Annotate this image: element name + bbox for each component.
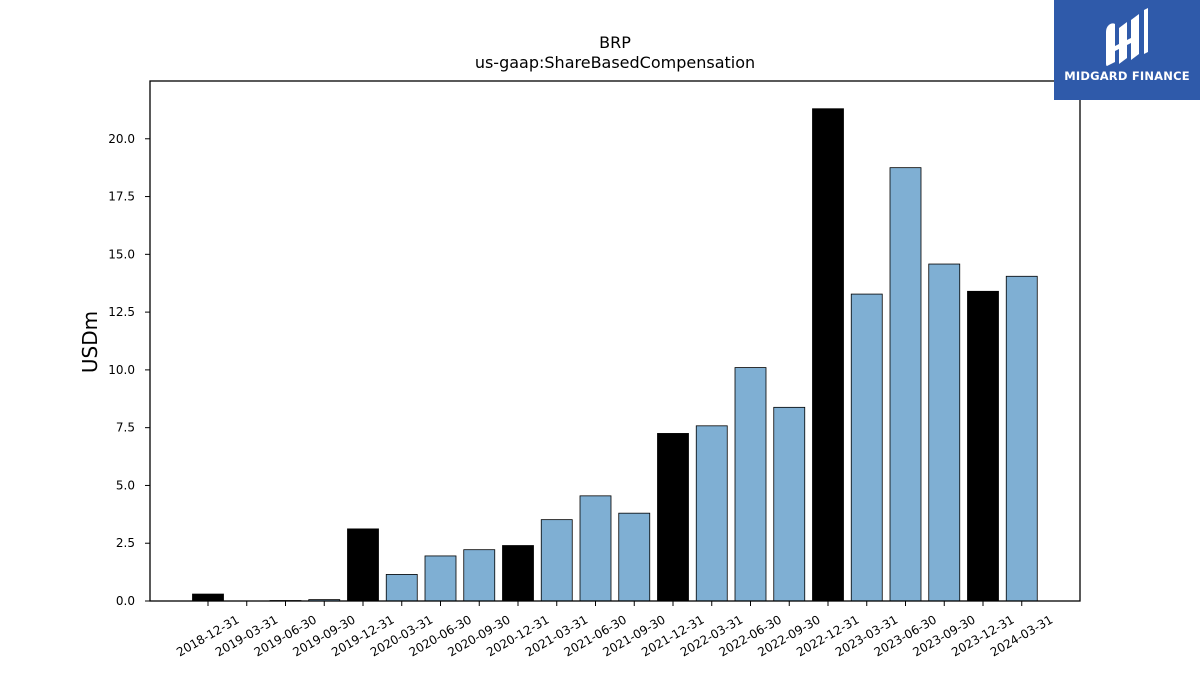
bar-2023-03-31 xyxy=(850,293,883,602)
plot-frame xyxy=(149,80,1081,602)
bar-2024-03-31 xyxy=(1005,275,1038,602)
bar-2021-03-31 xyxy=(540,519,573,602)
bar-2021-09-30 xyxy=(618,512,651,602)
bar-2020-12-31 xyxy=(502,545,534,602)
logo-text: MIDGARD FINANCE xyxy=(1064,69,1190,83)
bar-2020-09-30 xyxy=(463,549,496,602)
bar-2020-03-31 xyxy=(385,574,418,602)
bar-2018-12-31 xyxy=(192,593,224,602)
bar-2020-06-30 xyxy=(424,555,457,602)
y-tick-label: 5.0 xyxy=(116,478,135,492)
y-tick-label: 7.5 xyxy=(116,421,135,435)
midgard-logo-icon xyxy=(1106,8,1148,66)
bar-2021-12-31 xyxy=(657,433,689,602)
y-tick-label: 15.0 xyxy=(108,247,135,261)
midgard-finance-logo: MIDGARD FINANCE xyxy=(1054,0,1200,100)
bar-2022-09-30 xyxy=(773,406,806,602)
bar-2023-09-30 xyxy=(928,263,961,602)
bar-2023-12-31 xyxy=(967,290,999,602)
bars-layer xyxy=(192,108,1038,602)
y-tick-label: 0.0 xyxy=(116,594,135,608)
bar-2021-06-30 xyxy=(579,495,612,602)
y-tick-label: 20.0 xyxy=(108,132,135,146)
bar-2022-12-31 xyxy=(812,108,844,602)
chart-subtitle: us-gaap:ShareBasedCompensation xyxy=(475,53,755,72)
y-tick-label: 17.5 xyxy=(108,190,135,204)
chart-title: BRP xyxy=(599,33,631,52)
bar-2019-12-31 xyxy=(347,528,379,602)
y-tick-label: 12.5 xyxy=(108,305,135,319)
bar-2022-03-31 xyxy=(695,425,728,602)
bar-2022-06-30 xyxy=(734,367,767,602)
y-tick-label: 10.0 xyxy=(108,363,135,377)
y-axis-label: USDm xyxy=(78,311,102,373)
bar-2023-06-30 xyxy=(889,167,922,602)
y-tick-label: 2.5 xyxy=(116,536,135,550)
